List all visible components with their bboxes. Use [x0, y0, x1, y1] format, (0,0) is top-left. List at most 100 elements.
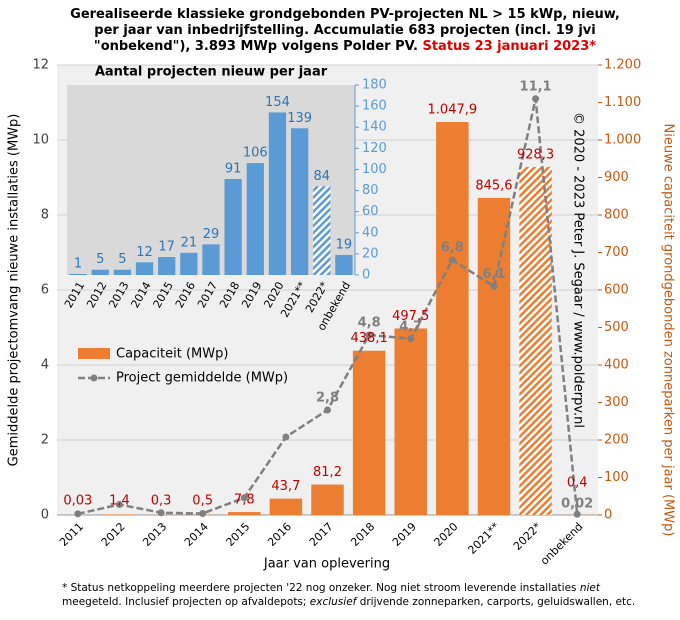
- inset-bar: [313, 186, 331, 275]
- line-marker: [199, 510, 207, 517]
- y-tick-label: 2: [41, 433, 49, 448]
- footnote-text: niet: [579, 582, 601, 594]
- footnote-text: drijvende zonneparken, carports, geluids…: [356, 596, 636, 608]
- footnote-text: * Status netkoppeling meerdere projecten…: [62, 582, 580, 594]
- data-label: 1,4: [109, 494, 130, 509]
- legend-marker: [90, 374, 98, 382]
- footnote-line: meegeteld. Inclusief projecten op afvald…: [62, 595, 672, 609]
- footnote: * Status netkoppeling meerdere projecten…: [62, 581, 672, 609]
- y2-tick-label: 600: [604, 283, 629, 298]
- inset-data-label: 91: [225, 161, 242, 176]
- chart: Gerealiseerde klassieke grondgebonden PV…: [7, 7, 676, 572]
- y2-tick-label: 500: [604, 320, 629, 335]
- data-label: 81,2: [313, 465, 342, 480]
- data-label: 43,7: [271, 479, 300, 494]
- data-label: 845,6: [475, 178, 512, 193]
- x-tick-label: 2015: [224, 520, 253, 549]
- data-label: 0,4: [567, 476, 588, 491]
- y2-tick-label: 1.200: [604, 58, 641, 73]
- inset-bar: [91, 269, 109, 275]
- data-label: 11,1: [520, 79, 552, 94]
- title-line: Gerealiseerde klassieke grondgebonden PV…: [70, 7, 620, 22]
- x-tick-label: 2014: [182, 520, 211, 549]
- inset-bar: [158, 257, 176, 275]
- inset-y-tick-label: 100: [362, 162, 387, 177]
- y-tick-label: 6: [41, 283, 49, 298]
- bar: [394, 328, 427, 515]
- inset-data-label: 19: [336, 237, 353, 252]
- footnote-line: * Status netkoppeling meerdere projecten…: [62, 581, 672, 595]
- chart-title: per jaar van inbedrijfstelling. Accumula…: [94, 23, 595, 38]
- x-tick-label: 2013: [140, 520, 169, 549]
- y2-tick-label: 1.100: [604, 95, 641, 110]
- line-marker: [115, 501, 123, 508]
- y-tick-label: 12: [32, 58, 49, 73]
- inset-bar: [290, 128, 309, 275]
- bar: [311, 484, 344, 515]
- inset-y-tick-label: 140: [362, 120, 387, 135]
- data-label: 6,1: [482, 267, 505, 282]
- inset-data-label: 21: [181, 235, 198, 250]
- line-marker: [532, 95, 540, 103]
- y2-axis-label: Nieuwe capaciteit grondgebonden zonnepar…: [661, 124, 676, 537]
- inset-data-label: 5: [96, 252, 104, 267]
- y2-tick-label: 200: [604, 433, 629, 448]
- inset-bar: [180, 252, 198, 275]
- title-line: per jaar van inbedrijfstelling. Accumula…: [94, 23, 595, 38]
- legend-label: Project gemiddelde (MWp): [116, 371, 288, 386]
- x-tick-label: 2011: [57, 520, 86, 549]
- inset-data-label: 106: [243, 146, 268, 161]
- bar: [228, 512, 261, 515]
- data-label: 1.047,9: [428, 103, 478, 118]
- data-label: 438,1: [351, 331, 388, 346]
- line-marker: [324, 406, 331, 414]
- inset-bar: [335, 254, 353, 275]
- title-status: Status 23 januari 2023*: [422, 39, 596, 54]
- inset-bar: [246, 163, 264, 275]
- data-label: 0,5: [192, 494, 213, 509]
- inset-y-tick-label: 40: [362, 225, 379, 240]
- y-tick-label: 0: [41, 508, 49, 523]
- footnote-text: exclusief: [309, 596, 357, 608]
- inset-y-tick-label: 60: [362, 204, 379, 219]
- data-label: 4,8: [358, 316, 381, 331]
- inset-y-tick-label: 80: [362, 183, 379, 198]
- x-tick-label: 2021**: [465, 520, 502, 557]
- line-marker: [240, 494, 248, 502]
- x-tick-label: 2012: [99, 520, 128, 549]
- title-line: "onbekend"), 3.893 MWp volgens Polder PV…: [94, 39, 418, 54]
- inset-y-tick-label: 0: [362, 268, 370, 283]
- bar: [103, 514, 136, 515]
- inset-bar: [202, 244, 220, 275]
- chart-title: "onbekend"), 3.893 MWp volgens Polder PV…: [94, 39, 596, 54]
- inset-y-tick-label: 120: [362, 141, 387, 156]
- inset-bar: [69, 273, 87, 275]
- data-label: 0,03: [63, 494, 92, 509]
- y2-tick-label: 900: [604, 170, 629, 185]
- data-label: 928,3: [517, 147, 554, 162]
- data-label: 6,8: [441, 241, 464, 256]
- bar: [477, 197, 511, 515]
- y2-tick-label: 100: [604, 470, 629, 485]
- line-marker: [365, 331, 373, 339]
- x-tick-label: 2018: [348, 520, 377, 549]
- copyright: © 2020 - 2023 Peter J. Segaar / www.pold…: [571, 112, 586, 428]
- inset-data-label: 1: [74, 256, 82, 271]
- data-label: 497,5: [392, 309, 429, 324]
- inset-data-label: 139: [287, 111, 312, 126]
- y2-tick-label: 700: [604, 245, 629, 260]
- inset-bar: [113, 269, 132, 275]
- bar: [352, 350, 386, 515]
- inset-data-label: 5: [118, 252, 126, 267]
- inset-y-tick-label: 20: [362, 246, 379, 261]
- inset-bar: [268, 112, 287, 275]
- inset-bar: [224, 178, 242, 275]
- data-label: 0,02: [561, 497, 593, 512]
- legend-swatch: [78, 348, 110, 359]
- y-tick-label: 4: [41, 358, 49, 373]
- inset-data-label: 12: [136, 245, 153, 260]
- y2-tick-label: 1.000: [604, 133, 641, 148]
- inset-data-label: 84: [313, 169, 330, 184]
- inset-y-tick-label: 160: [362, 99, 387, 114]
